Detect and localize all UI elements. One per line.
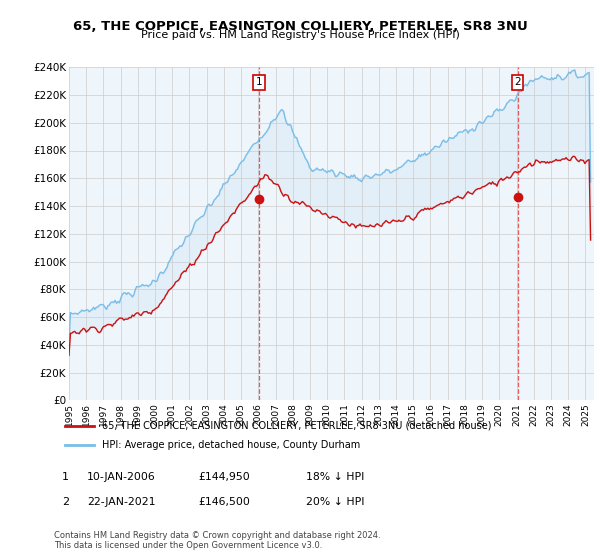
Text: 2: 2: [62, 497, 69, 507]
Text: 65, THE COPPICE, EASINGTON COLLIERY, PETERLEE, SR8 3NU: 65, THE COPPICE, EASINGTON COLLIERY, PET…: [73, 20, 527, 32]
Text: Contains HM Land Registry data © Crown copyright and database right 2024.
This d: Contains HM Land Registry data © Crown c…: [54, 530, 380, 550]
Text: 20% ↓ HPI: 20% ↓ HPI: [306, 497, 365, 507]
Text: 22-JAN-2021: 22-JAN-2021: [87, 497, 155, 507]
Text: £146,500: £146,500: [198, 497, 250, 507]
Text: £144,950: £144,950: [198, 472, 250, 482]
Text: 10-JAN-2006: 10-JAN-2006: [87, 472, 156, 482]
Text: HPI: Average price, detached house, County Durham: HPI: Average price, detached house, Coun…: [101, 440, 360, 450]
Text: Price paid vs. HM Land Registry's House Price Index (HPI): Price paid vs. HM Land Registry's House …: [140, 30, 460, 40]
Text: 1: 1: [62, 472, 69, 482]
Text: 18% ↓ HPI: 18% ↓ HPI: [306, 472, 364, 482]
Text: 2: 2: [514, 77, 521, 87]
Text: 65, THE COPPICE, EASINGTON COLLIERY, PETERLEE, SR8 3NU (detached house): 65, THE COPPICE, EASINGTON COLLIERY, PET…: [101, 421, 491, 431]
Text: 1: 1: [256, 77, 262, 87]
